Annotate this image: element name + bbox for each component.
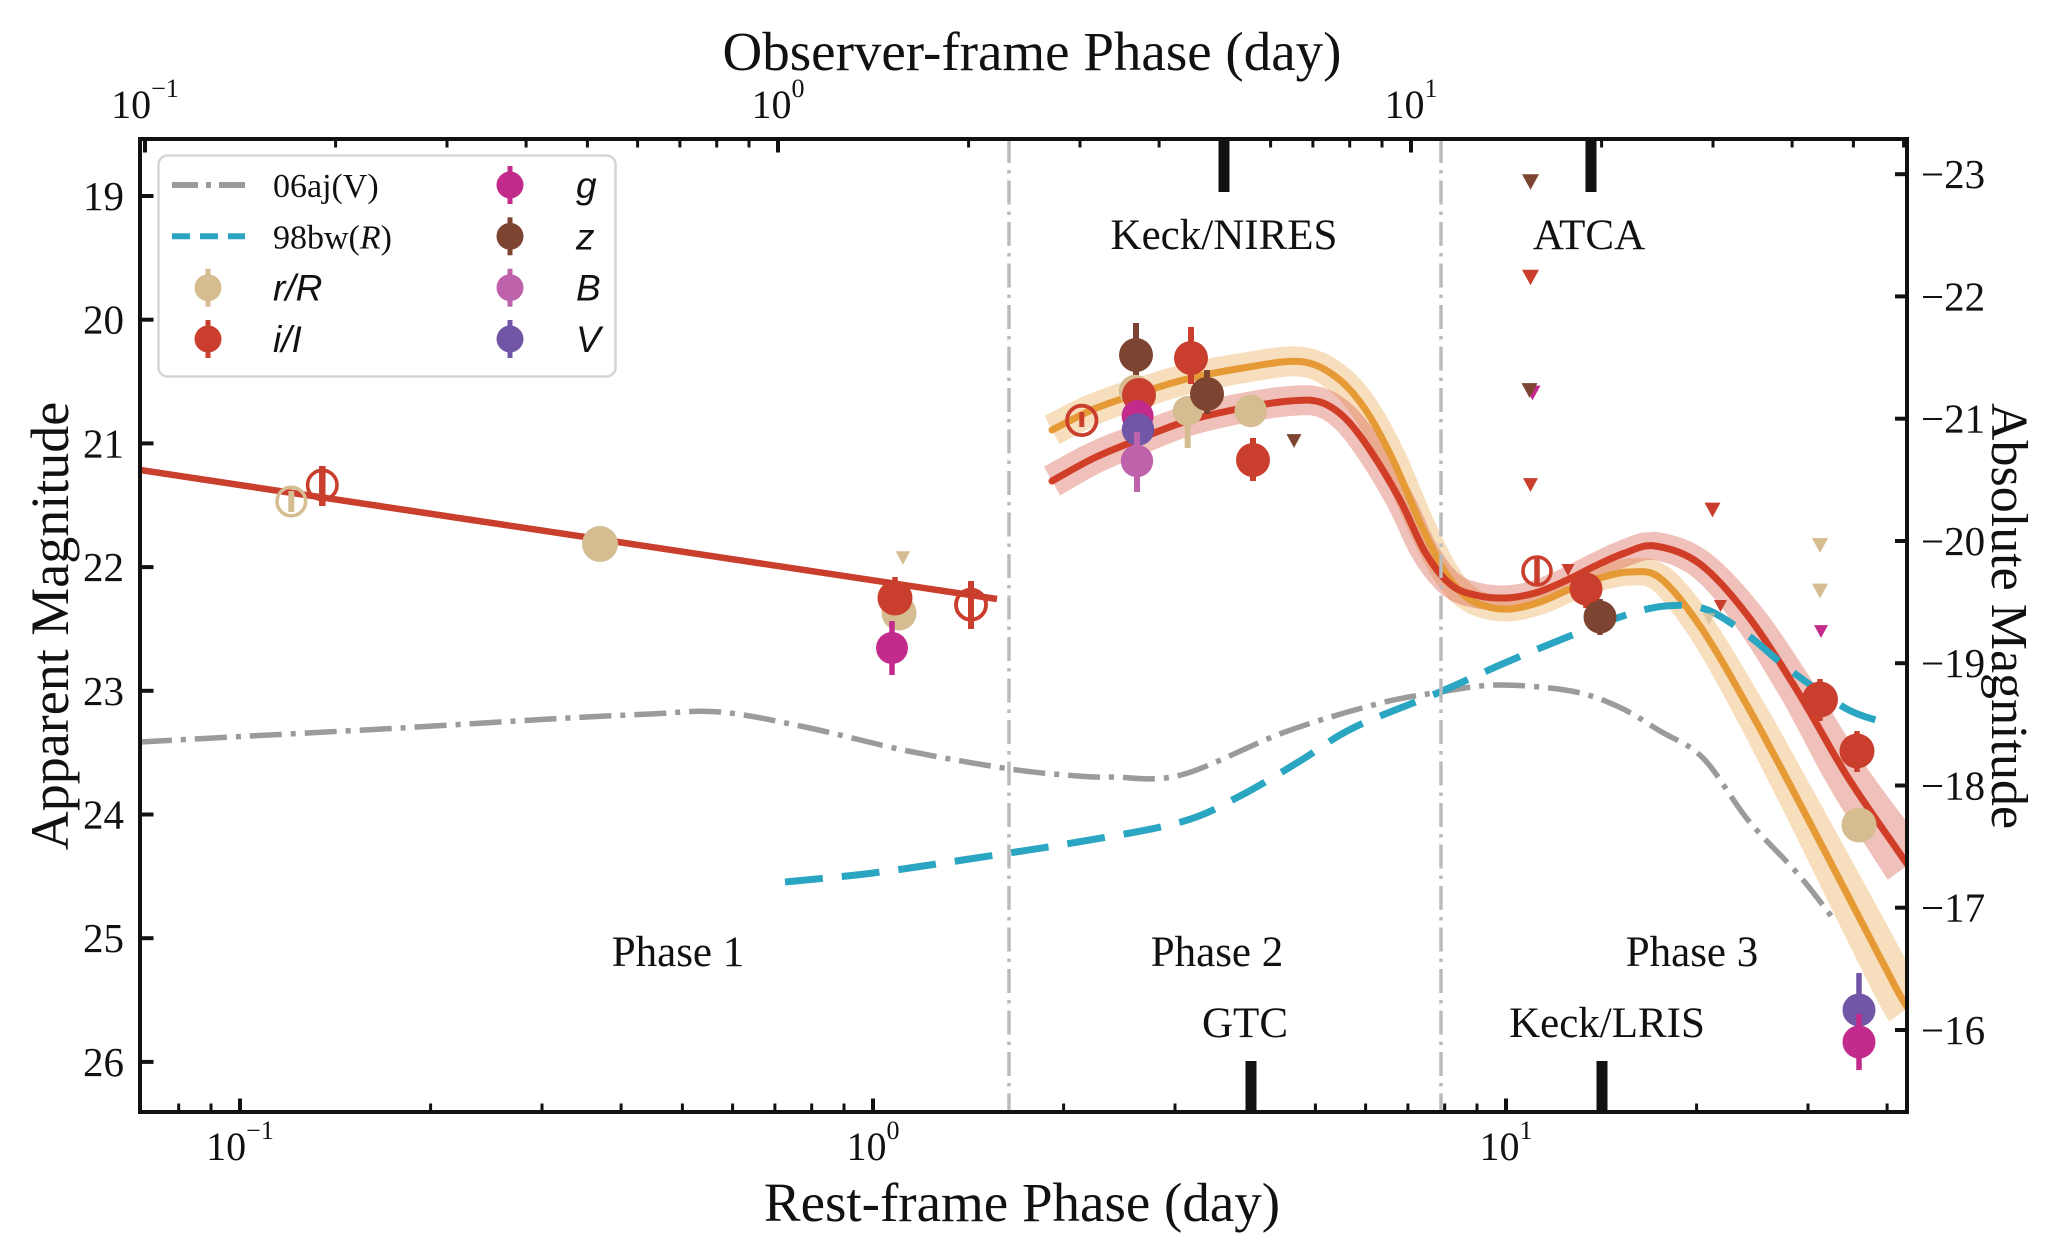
- svg-text:V: V: [576, 319, 604, 360]
- svg-text:−16: −16: [1921, 1007, 1985, 1053]
- svg-text:Keck/LRIS: Keck/LRIS: [1509, 1000, 1705, 1047]
- svg-text:26: 26: [83, 1039, 124, 1085]
- svg-text:Phase 3: Phase 3: [1626, 929, 1759, 976]
- svg-text:10−1: 10−1: [111, 74, 179, 127]
- svg-text:23: 23: [83, 668, 124, 714]
- svg-text:100: 100: [752, 74, 805, 127]
- svg-text:10−1: 10−1: [206, 1116, 274, 1169]
- svg-text:Observer-frame Phase (day): Observer-frame Phase (day): [723, 21, 1342, 82]
- svg-text:Absolute Magnitude: Absolute Magnitude: [1980, 403, 2037, 829]
- svg-text:r/R: r/R: [273, 268, 322, 309]
- svg-text:Keck/NIRES: Keck/NIRES: [1111, 212, 1338, 259]
- svg-text:−17: −17: [1921, 885, 1985, 931]
- svg-text:−22: −22: [1921, 273, 1985, 319]
- svg-text:B: B: [576, 268, 601, 309]
- svg-text:ATCA: ATCA: [1533, 212, 1645, 259]
- svg-text:i/I: i/I: [273, 319, 302, 360]
- svg-text:19: 19: [83, 173, 124, 219]
- svg-text:−19: −19: [1921, 640, 1985, 686]
- svg-text:100: 100: [847, 1116, 900, 1169]
- svg-text:101: 101: [1385, 74, 1438, 127]
- svg-text:Phase 1: Phase 1: [612, 929, 745, 976]
- svg-text:21: 21: [83, 420, 124, 466]
- svg-text:g: g: [576, 165, 597, 206]
- svg-text:−20: −20: [1921, 518, 1985, 564]
- svg-text:24: 24: [83, 792, 124, 838]
- svg-text:−21: −21: [1921, 396, 1985, 442]
- svg-text:z: z: [575, 216, 595, 257]
- svg-text:−23: −23: [1921, 151, 1985, 197]
- svg-text:25: 25: [83, 915, 124, 961]
- svg-text:Apparent Magnitude: Apparent Magnitude: [20, 402, 80, 850]
- svg-text:−18: −18: [1921, 762, 1985, 808]
- svg-text:101: 101: [1480, 1116, 1533, 1169]
- svg-text:20: 20: [83, 297, 124, 343]
- svg-text:98bw(R): 98bw(R): [273, 219, 392, 256]
- svg-text:06aj(V): 06aj(V): [273, 168, 379, 205]
- svg-text:Phase 2: Phase 2: [1151, 929, 1284, 976]
- svg-text:22: 22: [83, 544, 124, 590]
- svg-text:Rest-frame Phase (day): Rest-frame Phase (day): [764, 1172, 1280, 1233]
- svg-text:GTC: GTC: [1202, 1000, 1288, 1047]
